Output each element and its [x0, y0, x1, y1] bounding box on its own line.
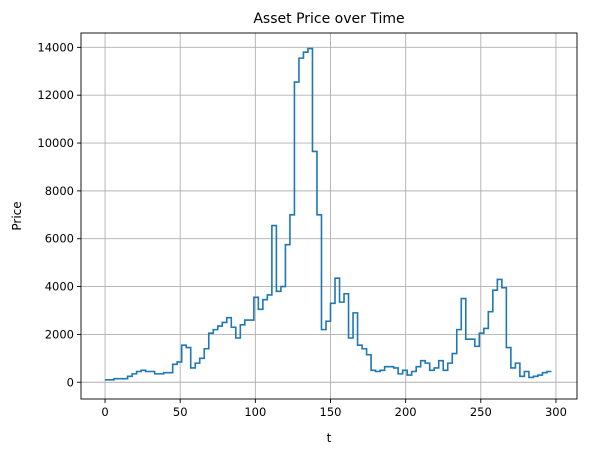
y-axis-label: Price [10, 201, 24, 230]
chart-title: Asset Price over Time [253, 11, 404, 27]
y-tick-label: 6000 [45, 232, 74, 246]
y-tick-label: 2000 [45, 327, 74, 341]
x-tick-label: 0 [101, 405, 108, 419]
x-tick-label: 50 [173, 405, 188, 419]
x-axis-label: t [327, 431, 332, 445]
x-tick-label: 300 [545, 405, 567, 419]
series-layer [105, 49, 551, 380]
y-tick-label: 12000 [37, 88, 74, 102]
y-tick-label: 14000 [37, 40, 74, 54]
plot-frame [81, 33, 577, 399]
y-tick-label: 10000 [37, 136, 74, 150]
grid-lines [81, 33, 577, 399]
x-tick-label: 100 [244, 405, 266, 419]
x-tick-label: 250 [470, 405, 492, 419]
axis-ticks: 0 50 100 150 200 250 300 0 2000 4000 6000 8000 10000… [37, 40, 567, 419]
y-tick-label: 0 [67, 375, 74, 389]
x-tick-label: 150 [320, 405, 342, 419]
price-series-line [105, 49, 551, 380]
y-tick-label: 4000 [45, 280, 74, 294]
y-tick-label: 8000 [45, 184, 74, 198]
x-tick-label: 200 [395, 405, 417, 419]
